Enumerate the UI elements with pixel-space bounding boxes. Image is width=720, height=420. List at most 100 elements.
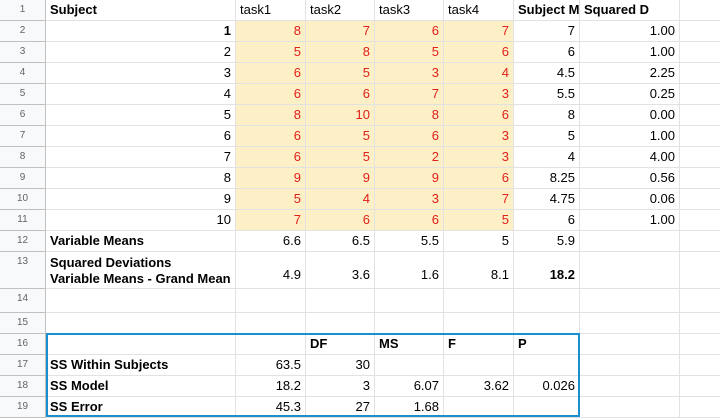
row-header[interactable]: 9 bbox=[0, 168, 46, 189]
cell-b15[interactable] bbox=[236, 313, 306, 334]
cell-b13[interactable]: 4.9 bbox=[236, 252, 306, 289]
cell-c7[interactable]: 5 bbox=[306, 126, 375, 147]
cell-e12[interactable]: 5 bbox=[444, 231, 514, 252]
cell-c15[interactable] bbox=[306, 313, 375, 334]
cell-f2[interactable]: 7 bbox=[514, 21, 580, 42]
cell-g6[interactable]: 0.00 bbox=[580, 105, 680, 126]
cell-a1[interactable]: Subject bbox=[46, 0, 236, 21]
cell-a11[interactable]: 10 bbox=[46, 210, 236, 231]
cell-b18[interactable]: 18.2 bbox=[236, 376, 306, 397]
cell-h9[interactable] bbox=[680, 168, 720, 189]
cell-b17[interactable]: 63.5 bbox=[236, 355, 306, 376]
cell-e13[interactable]: 8.1 bbox=[444, 252, 514, 289]
cell-c3[interactable]: 8 bbox=[306, 42, 375, 63]
cell-e6[interactable]: 6 bbox=[444, 105, 514, 126]
cell-b12[interactable]: 6.6 bbox=[236, 231, 306, 252]
cell-e3[interactable]: 6 bbox=[444, 42, 514, 63]
cell-g5[interactable]: 0.25 bbox=[580, 84, 680, 105]
cell-h4[interactable] bbox=[680, 63, 720, 84]
row-header[interactable]: 15 bbox=[0, 313, 46, 334]
cell-a15[interactable] bbox=[46, 313, 236, 334]
cell-c19[interactable]: 27 bbox=[306, 397, 375, 418]
cell-f7[interactable]: 5 bbox=[514, 126, 580, 147]
cell-f17[interactable] bbox=[514, 355, 580, 376]
cell-c17[interactable]: 30 bbox=[306, 355, 375, 376]
cell-e7[interactable]: 3 bbox=[444, 126, 514, 147]
cell-a12[interactable]: Variable Means bbox=[46, 231, 236, 252]
cell-e19[interactable] bbox=[444, 397, 514, 418]
cell-e17[interactable] bbox=[444, 355, 514, 376]
cell-b9[interactable]: 9 bbox=[236, 168, 306, 189]
cell-d4[interactable]: 3 bbox=[375, 63, 444, 84]
cell-b16[interactable] bbox=[236, 334, 306, 355]
cell-h13[interactable] bbox=[680, 252, 720, 289]
cell-g12[interactable] bbox=[580, 231, 680, 252]
cell-g9[interactable]: 0.56 bbox=[580, 168, 680, 189]
cell-a9[interactable]: 8 bbox=[46, 168, 236, 189]
cell-e1[interactable]: task4 bbox=[444, 0, 514, 21]
cell-b11[interactable]: 7 bbox=[236, 210, 306, 231]
cell-g14[interactable] bbox=[580, 289, 680, 313]
row-header[interactable]: 10 bbox=[0, 189, 46, 210]
cell-a16[interactable] bbox=[46, 334, 236, 355]
cell-a5[interactable]: 4 bbox=[46, 84, 236, 105]
cell-f6[interactable]: 8 bbox=[514, 105, 580, 126]
cell-h10[interactable] bbox=[680, 189, 720, 210]
row-header[interactable]: 5 bbox=[0, 84, 46, 105]
cell-c12[interactable]: 6.5 bbox=[306, 231, 375, 252]
cell-f11[interactable]: 6 bbox=[514, 210, 580, 231]
cell-b7[interactable]: 6 bbox=[236, 126, 306, 147]
cell-d10[interactable]: 3 bbox=[375, 189, 444, 210]
cell-f8[interactable]: 4 bbox=[514, 147, 580, 168]
cell-f19[interactable] bbox=[514, 397, 580, 418]
cell-d8[interactable]: 2 bbox=[375, 147, 444, 168]
cell-a4[interactable]: 3 bbox=[46, 63, 236, 84]
cell-g13[interactable] bbox=[580, 252, 680, 289]
cell-f15[interactable] bbox=[514, 313, 580, 334]
cell-f10[interactable]: 4.75 bbox=[514, 189, 580, 210]
cell-g3[interactable]: 1.00 bbox=[580, 42, 680, 63]
cell-f18[interactable]: 0.026 bbox=[514, 376, 580, 397]
cell-b1[interactable]: task1 bbox=[236, 0, 306, 21]
cell-c9[interactable]: 9 bbox=[306, 168, 375, 189]
cell-b19[interactable]: 45.3 bbox=[236, 397, 306, 418]
cell-d14[interactable] bbox=[375, 289, 444, 313]
cell-c10[interactable]: 4 bbox=[306, 189, 375, 210]
cell-f16[interactable]: P bbox=[514, 334, 580, 355]
cell-d11[interactable]: 6 bbox=[375, 210, 444, 231]
row-header[interactable]: 12 bbox=[0, 231, 46, 252]
cell-d12[interactable]: 5.5 bbox=[375, 231, 444, 252]
cell-e18[interactable]: 3.62 bbox=[444, 376, 514, 397]
cell-a14[interactable] bbox=[46, 289, 236, 313]
cell-a10[interactable]: 9 bbox=[46, 189, 236, 210]
cell-d3[interactable]: 5 bbox=[375, 42, 444, 63]
cell-e9[interactable]: 6 bbox=[444, 168, 514, 189]
row-header[interactable]: 17 bbox=[0, 355, 46, 376]
cell-d7[interactable]: 6 bbox=[375, 126, 444, 147]
cell-h17[interactable] bbox=[680, 355, 720, 376]
cell-c18[interactable]: 3 bbox=[306, 376, 375, 397]
cell-h19[interactable] bbox=[680, 397, 720, 418]
cell-d19[interactable]: 1.68 bbox=[375, 397, 444, 418]
cell-c16[interactable]: DF bbox=[306, 334, 375, 355]
cell-e16[interactable]: F bbox=[444, 334, 514, 355]
cell-g2[interactable]: 1.00 bbox=[580, 21, 680, 42]
cell-b8[interactable]: 6 bbox=[236, 147, 306, 168]
cell-h15[interactable] bbox=[680, 313, 720, 334]
cell-f5[interactable]: 5.5 bbox=[514, 84, 580, 105]
row-header[interactable]: 14 bbox=[0, 289, 46, 313]
cell-d13[interactable]: 1.6 bbox=[375, 252, 444, 289]
cell-f4[interactable]: 4.5 bbox=[514, 63, 580, 84]
cell-f9[interactable]: 8.25 bbox=[514, 168, 580, 189]
cell-e15[interactable] bbox=[444, 313, 514, 334]
cell-a13[interactable]: Squared Deviations Variable Means - Grand… bbox=[46, 252, 236, 289]
cell-a3[interactable]: 2 bbox=[46, 42, 236, 63]
cell-g8[interactable]: 4.00 bbox=[580, 147, 680, 168]
cell-c8[interactable]: 5 bbox=[306, 147, 375, 168]
cell-h12[interactable] bbox=[680, 231, 720, 252]
cell-a19[interactable]: SS Error bbox=[46, 397, 236, 418]
cell-c14[interactable] bbox=[306, 289, 375, 313]
cell-b3[interactable]: 5 bbox=[236, 42, 306, 63]
cell-c13[interactable]: 3.6 bbox=[306, 252, 375, 289]
cell-h3[interactable] bbox=[680, 42, 720, 63]
